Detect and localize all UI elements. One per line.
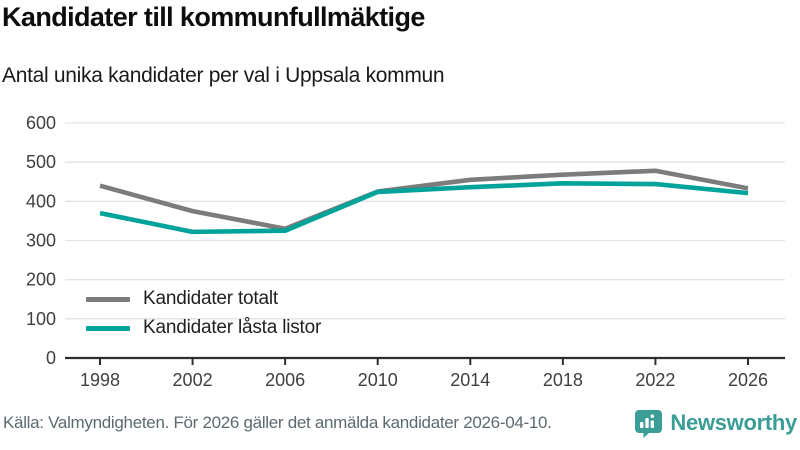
y-tick-label: 500 xyxy=(26,152,56,172)
series-line-1 xyxy=(99,181,749,235)
legend-label: Kandidater låsta listor xyxy=(143,317,322,338)
x-tick-label: 1998 xyxy=(80,370,120,390)
legend-label: Kandidater totalt xyxy=(143,288,278,309)
y-tick-label: 400 xyxy=(26,191,56,211)
y-tick-label: 300 xyxy=(26,231,56,251)
y-tick-label: 100 xyxy=(26,309,56,329)
x-tick-label: 2014 xyxy=(450,370,490,390)
legend-swatch-teal xyxy=(86,325,130,331)
chart-title: Kandidater till kommunfullmäktige xyxy=(2,2,425,32)
brand-name: Newsworthy xyxy=(670,410,797,435)
newsworthy-icon xyxy=(635,410,663,438)
y-tick-label: 600 xyxy=(26,113,56,133)
chart-subtitle: Antal unika kandidater per val i Uppsala… xyxy=(2,64,445,87)
brand-logo: Newsworthy xyxy=(633,408,797,438)
x-tick-label: 2018 xyxy=(543,370,583,390)
x-tick-label: 2010 xyxy=(358,370,398,390)
legend-item-lasta-listor: Kandidater låsta listor xyxy=(86,315,321,341)
x-tick-label: 2026 xyxy=(728,370,768,390)
x-tick-label: 2002 xyxy=(173,370,213,390)
y-tick-label: 0 xyxy=(46,348,56,368)
x-tick-label: 2022 xyxy=(635,370,675,390)
legend-item-totalt: Kandidater totalt xyxy=(86,286,321,312)
x-tick-label: 2006 xyxy=(265,370,305,390)
legend: Kandidater totalt Kandidater låsta listo… xyxy=(86,286,321,341)
series-line-0 xyxy=(99,168,749,232)
source-note: Källa: Valmyndigheten. För 2026 gäller d… xyxy=(3,413,552,432)
line-chart: 0 100 200 300 400 500 600 1998 2002 2006 2010 2014 2… xyxy=(26,113,785,390)
footer: Källa: Valmyndigheten. För 2026 gäller d… xyxy=(0,404,800,450)
y-tick-label: 200 xyxy=(26,270,56,290)
legend-swatch-gray xyxy=(86,296,130,302)
